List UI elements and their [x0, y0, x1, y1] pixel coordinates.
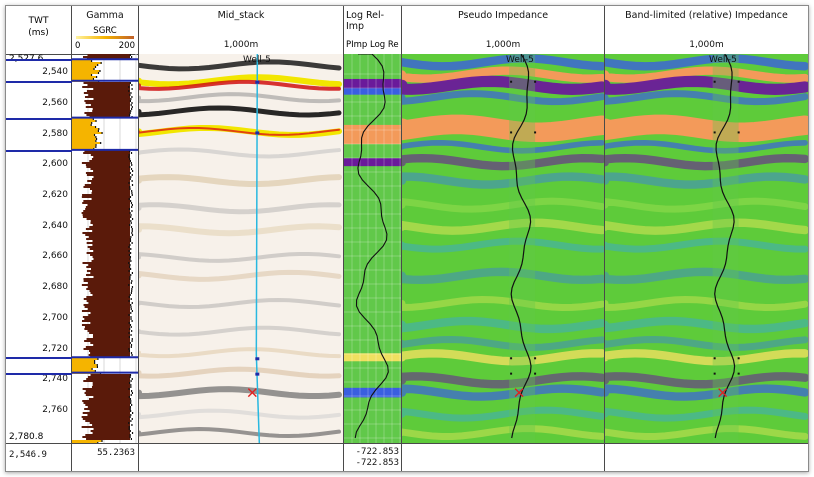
time-axis-bottom-value: 2,780.8 [9, 432, 44, 442]
time-axis-header: TWT (ms) 2,527.6 [6, 6, 71, 64]
mid-stack-title: Mid_stack [217, 10, 265, 21]
gamma-footer-value: 55.2363 [97, 448, 135, 458]
log-rel-imp-title: Log Rel-Imp [346, 10, 385, 32]
time-axis-footer: 2,546.9 [6, 443, 71, 471]
horizon-line [6, 80, 72, 83]
pseudo-impedance-distance: 1,000m [485, 40, 521, 50]
pseudo-impedance-title: Pseudo Impedance [457, 10, 549, 21]
seismic-inversion-window: TWT (ms) 2,527.6 2,540 2,560 2,580 2,600 2,6… [5, 5, 809, 472]
band-limited-well-label: Well-5 [709, 55, 737, 65]
band-limited-panel[interactable] [605, 54, 808, 443]
gamma-curve-name: SGRC [93, 26, 117, 36]
time-tick-label: 2,540 [42, 67, 68, 78]
pseudo-impedance-footer [402, 443, 604, 471]
band-limited-column: Band-limited (relative) Impedance 1,000m… [605, 6, 808, 471]
horizon-line [6, 372, 72, 375]
gamma-footer: 55.2363 [72, 443, 138, 471]
time-axis-top-value: 2,527.6 [9, 54, 43, 64]
pseudo-impedance-image [402, 54, 604, 443]
log-rel-imp-subheader: PImp Log Re [346, 40, 399, 50]
mid-stack-seismic-panel[interactable] [139, 54, 343, 443]
pseudo-impedance-panel[interactable] [402, 54, 604, 443]
mid-stack-footer [139, 443, 343, 471]
log-rel-imp-panel[interactable] [344, 54, 401, 443]
band-limited-title: Band-limited (relative) Impedance [625, 10, 788, 21]
time-tick-label: 2,660 [42, 251, 68, 262]
time-axis-footer-value: 2,546.9 [9, 450, 47, 460]
mid-stack-header: Mid_stack 1,000m [139, 6, 343, 55]
time-tick-label: 2,720 [42, 343, 68, 354]
time-tick-label: 2,560 [42, 97, 68, 108]
horizon-line [6, 149, 72, 152]
gamma-header: Gamma SGRC 0 200 [72, 6, 138, 55]
pseudo-impedance-column: Pseudo Impedance 1,000m Well-5 [402, 6, 605, 471]
time-tick-label: 2,740 [42, 374, 68, 385]
horizon-line [6, 357, 72, 360]
time-tick-label: 2,580 [42, 128, 68, 139]
pseudo-impedance-header: Pseudo Impedance 1,000m [402, 6, 604, 55]
log-rel-imp-plot [344, 54, 401, 443]
log-rel-imp-footer: -722.853 -722.853 [344, 443, 401, 471]
mid-stack-distance: 1,000m [223, 40, 259, 50]
time-tick-label: 2,640 [42, 220, 68, 231]
gamma-scale-bar [76, 36, 134, 39]
log-rel-imp-footer-value-1: -722.853 [355, 447, 399, 457]
log-rel-imp-column: Log Rel-Imp PImp Log Re -722.853 -722.85… [344, 6, 402, 471]
time-axis-label-ms: (ms) [28, 28, 49, 38]
time-tick-label: 2,680 [42, 282, 68, 293]
gamma-scale-min: 0 [75, 41, 81, 51]
pseudo-impedance-well-label: Well-5 [506, 55, 534, 65]
gamma-log-track[interactable] [72, 54, 138, 443]
mid-stack-well-label: Well-5 [243, 55, 271, 65]
band-limited-header: Band-limited (relative) Impedance 1,000m [605, 6, 808, 55]
time-tick-label: 2,600 [42, 159, 68, 170]
mid-stack-column: Mid_stack 1,000m Well-5 [139, 6, 344, 471]
log-rel-imp-header: Log Rel-Imp PImp Log Re [344, 6, 401, 55]
gamma-scale-max: 200 [118, 41, 135, 51]
mid-stack-seismic-image [139, 54, 343, 443]
time-tick-label: 2,620 [42, 189, 68, 200]
time-tick-label: 2,760 [42, 405, 68, 416]
time-axis-column: TWT (ms) 2,527.6 2,540 2,560 2,580 2,600 2,6… [6, 6, 72, 471]
horizon-line [6, 117, 72, 120]
horizon-line [6, 59, 72, 62]
gamma-log-plot [72, 54, 138, 443]
gamma-column: Gamma SGRC 0 200 55.2363 [72, 6, 139, 471]
band-limited-distance: 1,000m [689, 40, 724, 50]
log-rel-imp-footer-value-2: -722.853 [355, 458, 399, 468]
band-limited-image [605, 54, 808, 443]
time-tick-label: 2,700 [42, 312, 68, 323]
band-limited-footer [605, 443, 808, 471]
gamma-title: Gamma [86, 10, 124, 21]
time-axis-label-twt: TWT [28, 16, 49, 26]
